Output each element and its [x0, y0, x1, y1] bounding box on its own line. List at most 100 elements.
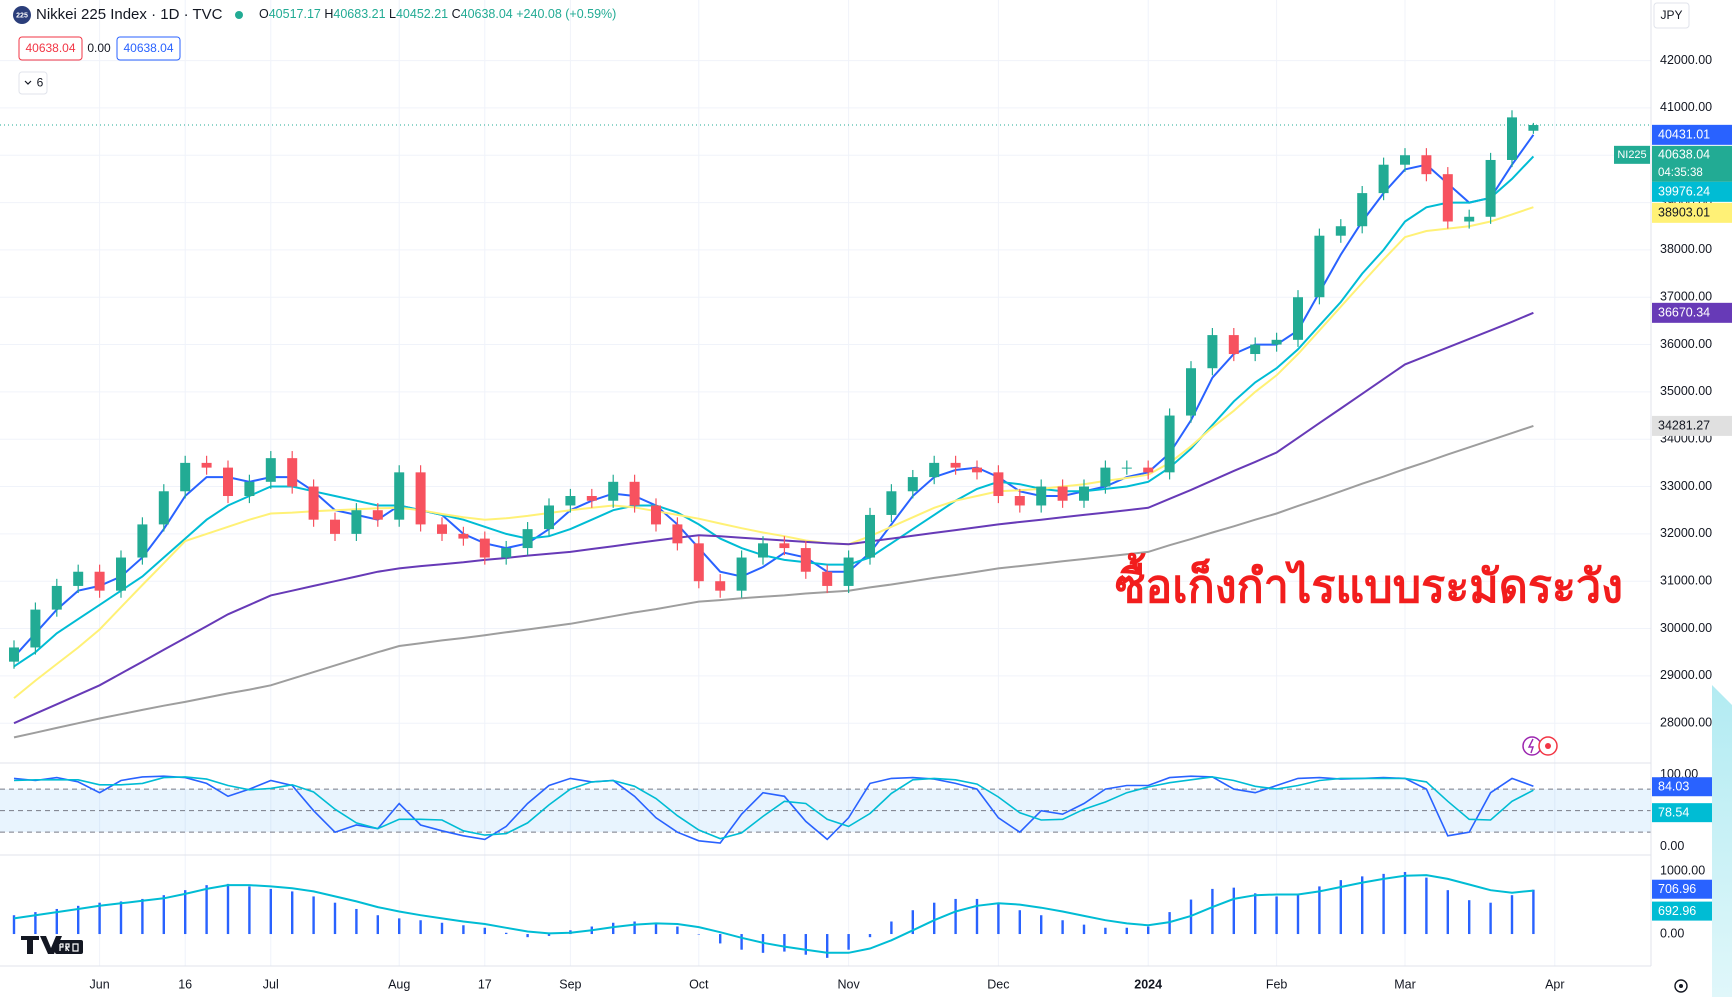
x-tick-label: 17: [478, 977, 492, 991]
close-label: C: [452, 7, 461, 21]
x-tick-label: Aug: [388, 977, 410, 991]
candle-body: [372, 510, 383, 520]
tv-logo[interactable]: [21, 936, 83, 954]
candle-body: [758, 543, 768, 558]
histogram-bar: [1232, 887, 1235, 935]
x-tick-label: Feb: [1266, 977, 1288, 991]
candle-body: [158, 491, 169, 525]
histogram-bar: [1254, 893, 1257, 935]
candle-body: [608, 481, 619, 501]
x-tick-label: Jun: [90, 977, 110, 991]
histogram-bar: [1489, 902, 1492, 935]
candle-body: [1442, 174, 1453, 222]
low-value: 40452.21: [396, 7, 448, 21]
x-tick-label: Mar: [1394, 977, 1416, 991]
histogram-bar: [783, 934, 786, 952]
candle-body: [1121, 467, 1132, 469]
symbol-icon-text: 225: [16, 12, 28, 19]
candle-body: [1293, 297, 1303, 340]
settings-icon[interactable]: [1674, 979, 1688, 993]
indicators-toggle[interactable]: [18, 71, 48, 95]
open-value: 40517.17: [269, 7, 321, 21]
histogram-bar: [740, 934, 743, 950]
symbol-icon[interactable]: [13, 6, 31, 24]
candle-body: [244, 481, 255, 497]
signal-line: [13, 874, 1534, 954]
histogram-bar: [505, 932, 508, 935]
histogram-bar: [997, 903, 1000, 935]
histogram-bar: [1147, 926, 1150, 935]
candle-body: [522, 529, 533, 549]
moving-average-line: [13, 155, 1535, 668]
histogram-bar: [1318, 886, 1321, 935]
histogram-bar: [312, 896, 315, 935]
histogram-bar: [248, 886, 251, 935]
histogram-bar: [119, 901, 123, 935]
histogram-bar: [933, 902, 936, 935]
histogram-bar: [975, 898, 979, 935]
histogram-bar: [1532, 889, 1535, 935]
last-price-symbol: NI225: [1617, 149, 1646, 161]
candle-body: [1528, 125, 1539, 131]
candle-body: [779, 543, 790, 549]
oscillator-line: [13, 776, 1534, 840]
candle-body: [993, 472, 1004, 497]
close-value: 40638.04: [461, 7, 513, 21]
countdown-label: 04:35:38: [1658, 167, 1703, 179]
candle-body: [287, 458, 298, 487]
candle-body: [223, 467, 233, 497]
candle-body: [1036, 486, 1047, 506]
candle-body: [137, 524, 148, 558]
low-label: L: [389, 7, 396, 21]
histogram-bar: [954, 898, 957, 935]
candle-body: [180, 462, 191, 492]
x-tick-label: Nov: [837, 977, 860, 991]
candle-body: [501, 548, 512, 558]
candle-body: [1485, 159, 1496, 217]
candle-body: [693, 543, 704, 582]
histogram-bar: [868, 934, 872, 938]
histogram-bar: [77, 905, 80, 935]
histogram-bar: [291, 891, 294, 935]
histogram-bar: [1339, 880, 1342, 935]
buy-button[interactable]: [116, 36, 181, 61]
candle-body: [865, 514, 875, 558]
histogram-bar: [1468, 900, 1471, 935]
candle-body: [886, 491, 897, 515]
histogram-bar: [141, 898, 144, 935]
y-tick-label: 1000.00: [1660, 864, 1705, 878]
sell-button[interactable]: [18, 36, 83, 61]
market-status[interactable]: [235, 11, 243, 19]
candle-body: [672, 524, 683, 544]
macd-value-label: 706.96: [1658, 882, 1696, 896]
y-tick-label: 0.00: [1660, 926, 1684, 940]
candle-body: [94, 571, 105, 591]
moving-average-line: [13, 311, 1534, 725]
candle-body: [437, 524, 447, 534]
candle-body: [950, 462, 961, 468]
open-label: O: [259, 7, 269, 21]
y-tick-label: 38000.00: [1660, 242, 1712, 256]
ma-value-tag: [1652, 181, 1732, 202]
side-decoration: [1712, 685, 1732, 997]
symbol-title[interactable]: Nikkei 225 Index · 1D · TVC: [36, 6, 223, 23]
ma-value-label: 38903.01: [1658, 206, 1710, 220]
candle-body: [929, 462, 940, 478]
high-label: H: [324, 7, 333, 21]
x-tick-label: 16: [178, 977, 192, 991]
currency: JPY: [1660, 8, 1682, 22]
candle-body: [1314, 235, 1325, 298]
histogram-bar: [1018, 910, 1021, 935]
currency-button[interactable]: [1653, 2, 1690, 29]
candle-body: [1335, 226, 1346, 236]
histogram-bar: [1061, 920, 1064, 935]
candle-body: [1143, 467, 1154, 473]
candle-body: [308, 486, 319, 520]
histogram-bar: [1382, 873, 1385, 935]
y-tick-label: 42000.00: [1660, 53, 1712, 67]
candle-body: [1186, 368, 1196, 416]
histogram-bar: [1104, 927, 1107, 935]
x-tick-label: 2024: [1134, 977, 1162, 991]
tv-logo-mark: [21, 936, 62, 954]
